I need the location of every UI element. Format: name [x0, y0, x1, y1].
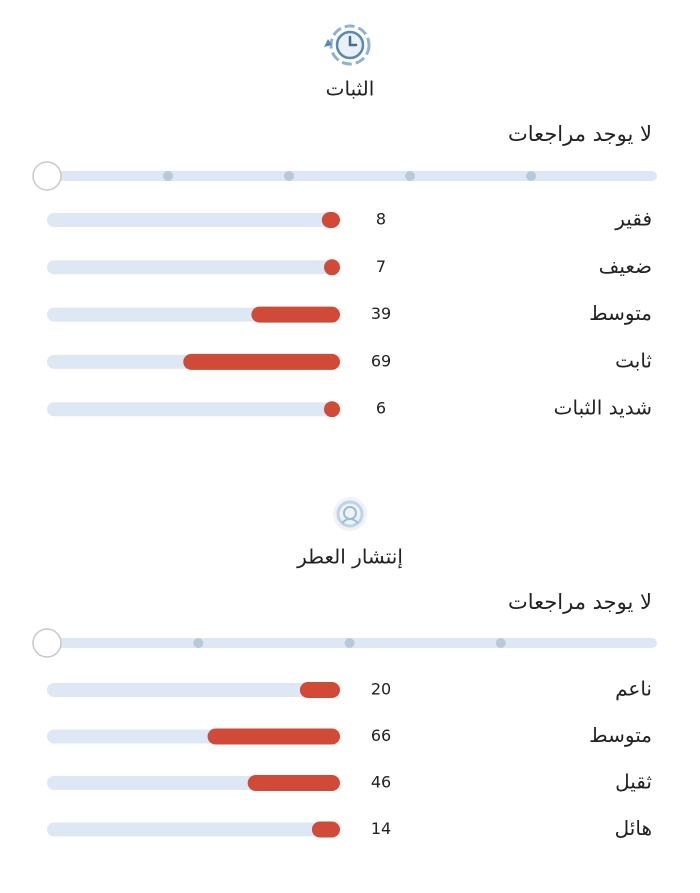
rating-bar — [207, 728, 340, 745]
rating-bar — [299, 682, 340, 698]
slider-stop — [405, 171, 415, 181]
rating-bar — [247, 775, 340, 791]
rating-bar — [251, 306, 340, 323]
slider-stop — [344, 638, 355, 648]
slider-stop — [193, 638, 204, 648]
rating-label: ناعم — [615, 677, 652, 701]
rating-bar — [324, 259, 340, 276]
rating-bar — [183, 353, 340, 370]
longevity-icon — [324, 24, 371, 66]
slider-stop — [526, 171, 536, 181]
rating-label: ثقيل — [615, 770, 652, 794]
rating-label: هائل — [615, 816, 652, 840]
rating-label: ثابت — [615, 348, 652, 372]
section-title: إنتشار العطر — [296, 545, 403, 570]
rating-count: 69 — [371, 351, 391, 370]
rating-count: 6 — [376, 399, 386, 418]
rating-label: ضعيف — [599, 254, 652, 278]
review-status: لا يوجد مراجعات — [508, 122, 652, 146]
review-status: لا يوجد مراجعات — [508, 590, 652, 614]
rating-label: متوسط — [589, 301, 652, 325]
rating-count: 14 — [371, 819, 391, 838]
rating-count: 8 — [376, 210, 386, 229]
sillage-icon — [333, 497, 367, 531]
slider-stop — [163, 171, 173, 181]
rating-bar — [324, 401, 340, 418]
slider-stop — [495, 638, 506, 648]
rating-bar — [321, 212, 340, 228]
slider-knob[interactable] — [32, 161, 62, 191]
section-title: الثبات — [326, 77, 375, 101]
rating-label: فقير — [614, 207, 652, 231]
slider-knob[interactable] — [32, 628, 62, 658]
rating-count: 46 — [371, 773, 391, 792]
rating-label: متوسط — [589, 723, 652, 747]
slider-stop — [284, 171, 294, 181]
rating-count: 7 — [376, 257, 386, 276]
rating-bar — [311, 821, 340, 838]
rating-count: 20 — [371, 680, 391, 699]
rating-label: شديد الثبات — [554, 396, 652, 420]
rating-count: 39 — [371, 304, 391, 323]
rating-count: 66 — [371, 726, 391, 745]
